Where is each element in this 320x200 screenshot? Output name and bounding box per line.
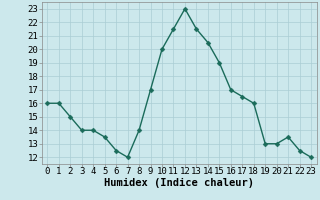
X-axis label: Humidex (Indice chaleur): Humidex (Indice chaleur) <box>104 178 254 188</box>
